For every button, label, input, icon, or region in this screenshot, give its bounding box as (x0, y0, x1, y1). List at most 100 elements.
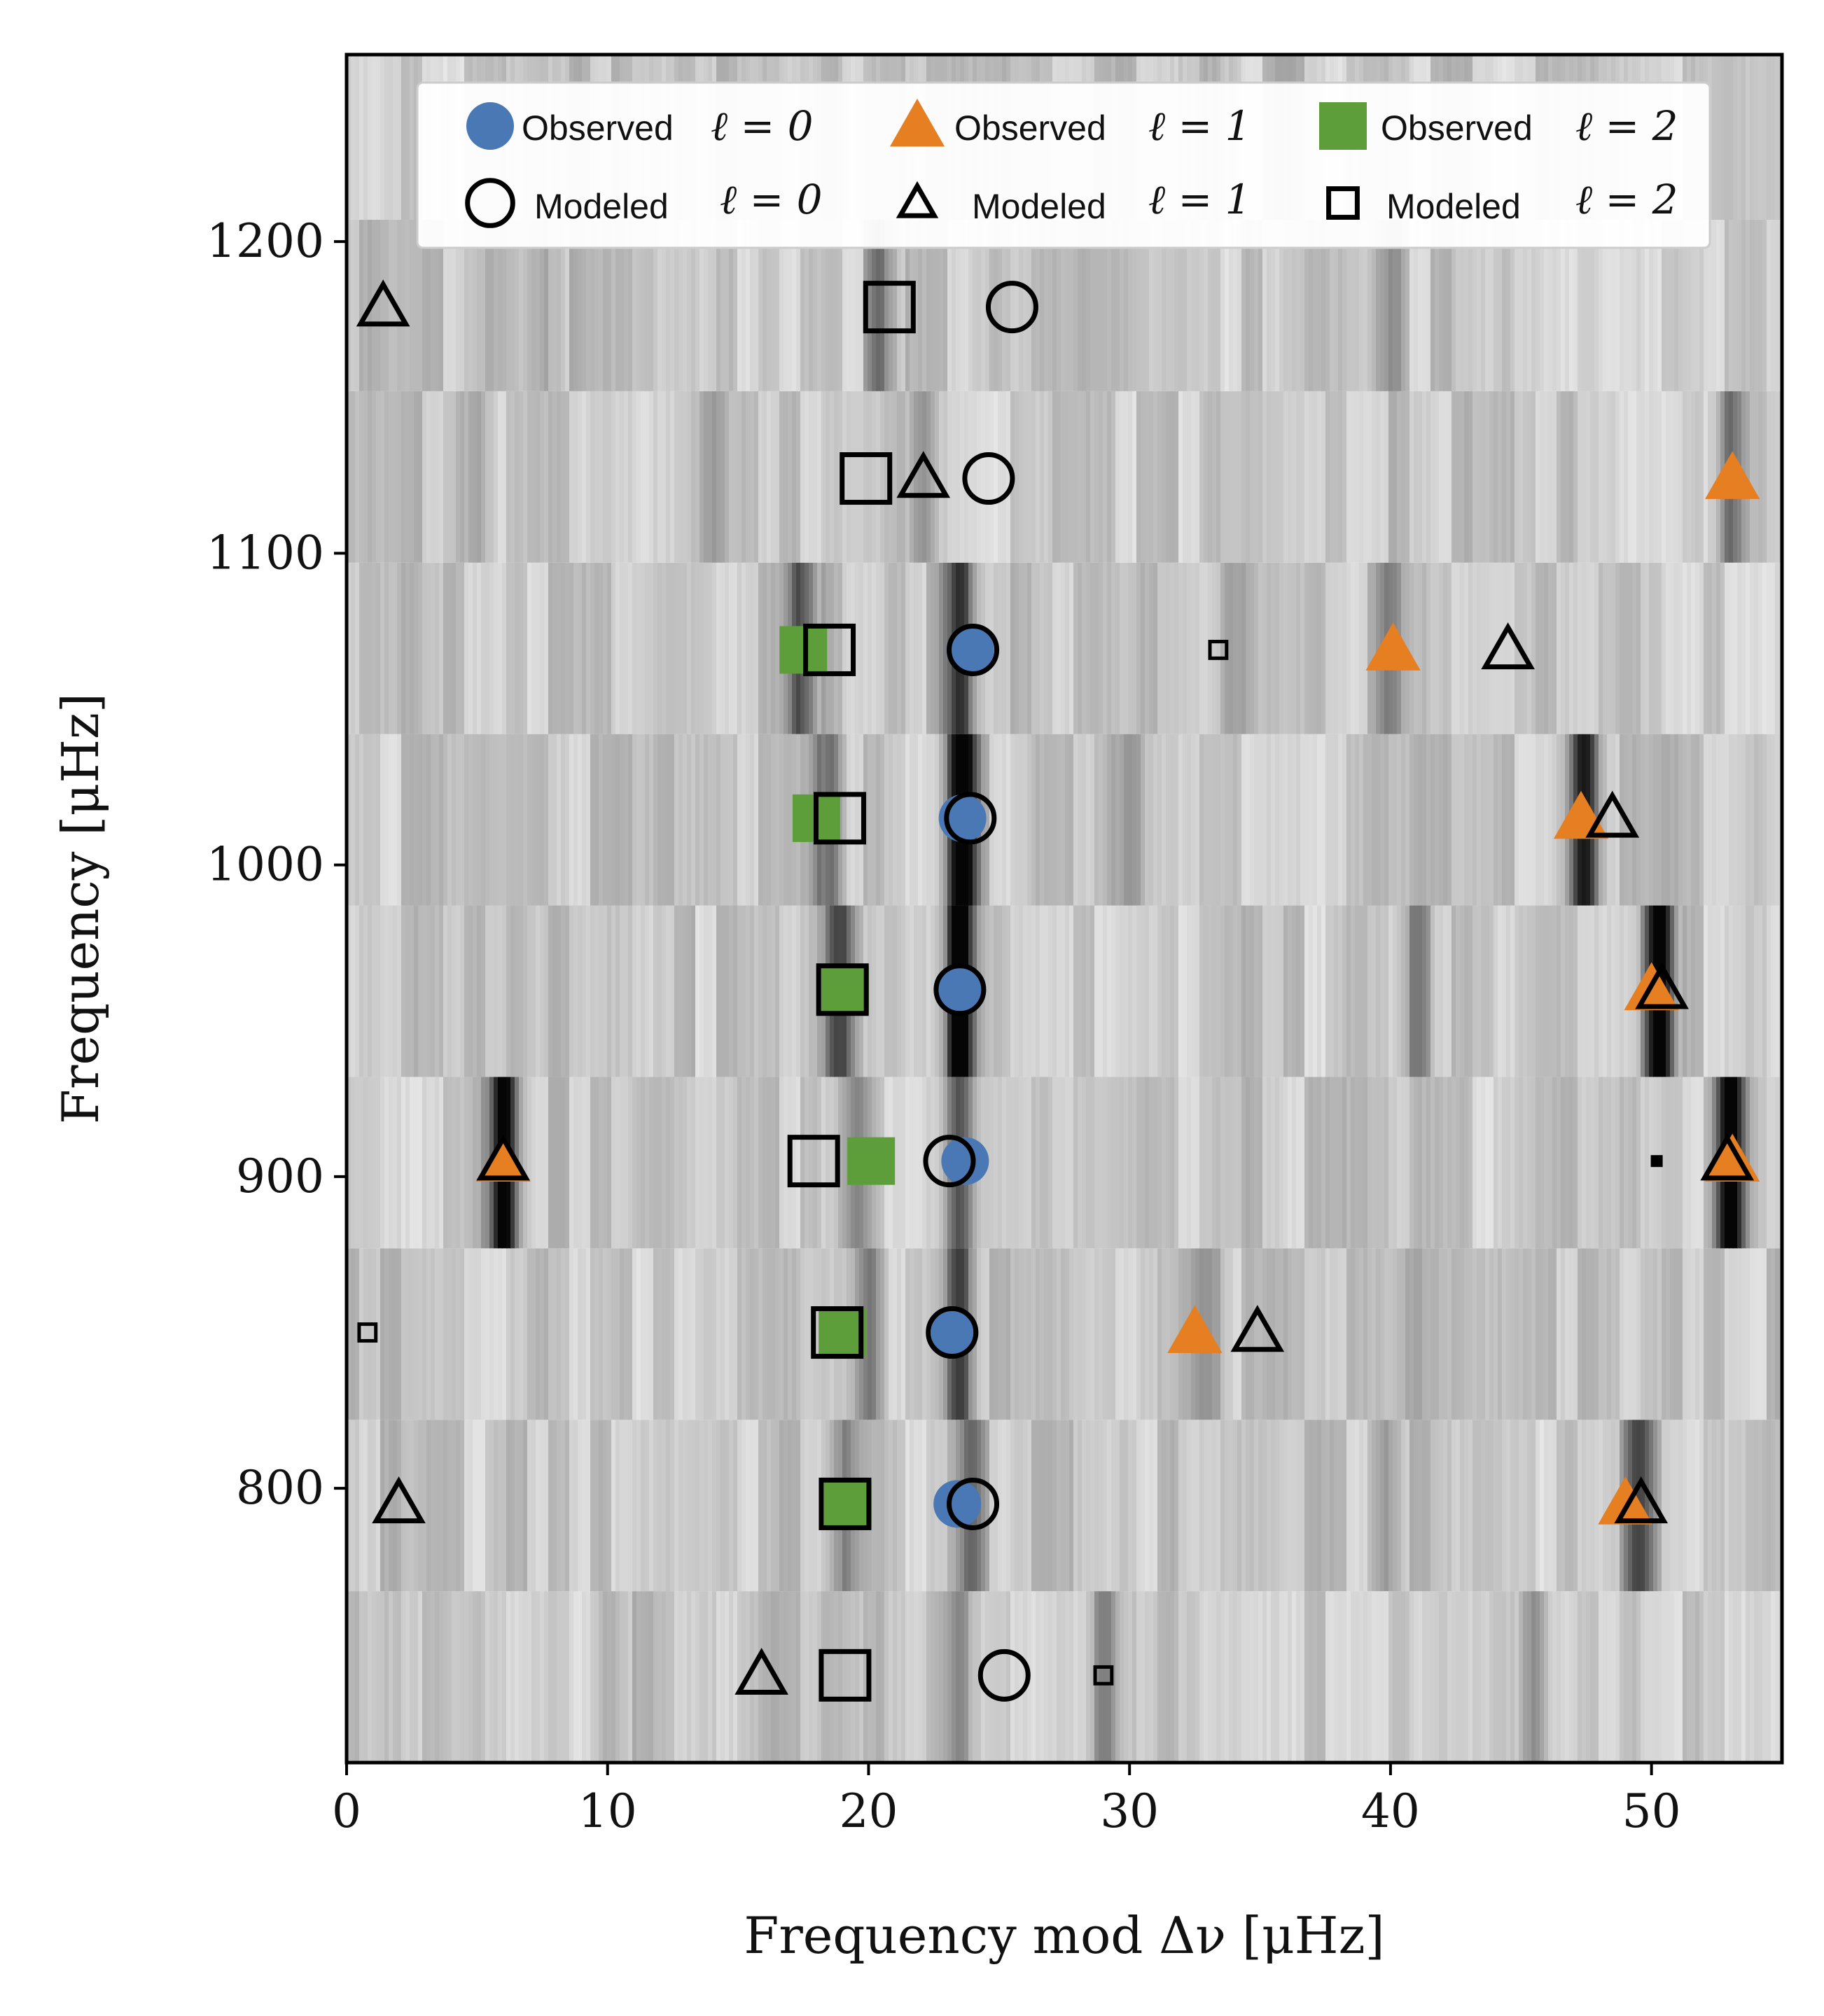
echelle-strip (653, 1248, 658, 1420)
echelle-strip (1103, 1077, 1108, 1249)
echelle-strip (1254, 562, 1259, 734)
echelle-strip (1657, 1420, 1662, 1592)
echelle-strip (1451, 562, 1456, 734)
data-point-open-triangle (356, 279, 410, 327)
echelle-strip (977, 391, 982, 563)
echelle-strip (1494, 734, 1498, 906)
echelle-strip (897, 391, 902, 563)
echelle-strip (1481, 391, 1486, 563)
echelle-strip (1691, 1077, 1696, 1249)
echelle-strip (1384, 219, 1389, 391)
echelle-strip (1422, 1248, 1427, 1420)
echelle-strip (1275, 1248, 1280, 1420)
echelle-strip (1628, 1248, 1633, 1420)
echelle-strip (368, 905, 373, 1077)
echelle-strip (1128, 905, 1133, 1077)
data-point-filled-circle (946, 626, 994, 674)
echelle-strip (1351, 1248, 1356, 1420)
echelle-strip (351, 734, 356, 906)
echelle-strip (1758, 562, 1763, 734)
data-point-filled-triangle (475, 1133, 531, 1182)
echelle-strip (1267, 391, 1272, 563)
echelle-strip (393, 1591, 398, 1763)
echelle-strip (1212, 734, 1217, 906)
echelle-strip (1725, 734, 1729, 906)
echelle-strip (842, 391, 847, 563)
echelle-strip (1666, 1077, 1671, 1249)
echelle-strip (720, 1420, 725, 1592)
echelle-strip (523, 219, 528, 391)
echelle-strip (599, 1077, 604, 1249)
echelle-strip (1061, 1591, 1066, 1763)
echelle-strip (1132, 562, 1137, 734)
echelle-strip (729, 562, 734, 734)
echelle-strip (401, 1420, 406, 1592)
echelle-strip (1485, 562, 1490, 734)
echelle-strip (1300, 1248, 1305, 1420)
echelle-strip (1397, 1591, 1402, 1763)
echelle-strip (401, 1077, 406, 1249)
echelle-strip (1313, 1420, 1318, 1592)
echelle-strip (1460, 1248, 1465, 1420)
echelle-strip (464, 1591, 469, 1763)
echelle-strip (1237, 734, 1242, 906)
echelle-strip (1531, 562, 1536, 734)
echelle-strip (1439, 905, 1444, 1077)
echelle-strip (1552, 391, 1557, 563)
echelle-strip (489, 734, 494, 906)
echelle-strip (502, 734, 507, 906)
echelle-strip (1124, 1420, 1129, 1592)
data-point-open-circle (947, 623, 1000, 676)
echelle-strip (1733, 219, 1738, 391)
echelle-strip (1178, 734, 1183, 906)
echelle-background (347, 55, 1782, 1763)
echelle-strip (1611, 391, 1616, 563)
echelle-strip (985, 905, 990, 1077)
echelle-strip (792, 1248, 797, 1420)
echelle-strip (1704, 1591, 1708, 1763)
echelle-strip (1363, 562, 1368, 734)
echelle-strip (1506, 219, 1511, 391)
echelle-strip (653, 562, 658, 734)
echelle-strip (1283, 562, 1288, 734)
echelle-strip (800, 219, 805, 391)
echelle-strip (1683, 1077, 1687, 1249)
echelle-strip (1355, 562, 1360, 734)
echelle-strip (1489, 1077, 1494, 1249)
echelle-strip (641, 1420, 646, 1592)
echelle-strip (1695, 1077, 1700, 1249)
echelle-strip (1170, 219, 1175, 391)
echelle-strip (1506, 1591, 1511, 1763)
echelle-strip (1073, 734, 1078, 906)
echelle-strip (1145, 562, 1150, 734)
echelle-strip (1582, 1591, 1587, 1763)
echelle-strip (737, 1420, 742, 1592)
x-tick-label: 0 (332, 1784, 361, 1838)
echelle-strip (1494, 1420, 1498, 1592)
echelle-strip (372, 219, 377, 391)
echelle-strip (1506, 905, 1511, 1077)
echelle-strip (872, 905, 877, 1077)
echelle-strip (519, 391, 524, 563)
echelle-strip (1031, 905, 1036, 1077)
echelle-strip (1771, 1591, 1776, 1763)
echelle-strip (439, 1420, 444, 1592)
echelle-strip (1691, 1248, 1696, 1420)
echelle-strip (1082, 905, 1087, 1077)
echelle-strip (1199, 391, 1204, 563)
echelle-strip (1561, 905, 1566, 1077)
echelle-strip (1657, 562, 1662, 734)
data-point-filled-square (847, 1137, 896, 1185)
echelle-strip (708, 734, 713, 906)
echelle-strip (1473, 734, 1477, 906)
marker-layer (356, 279, 1760, 1702)
echelle-strip (1372, 1420, 1377, 1592)
echelle-strip (691, 1420, 696, 1592)
echelle-strip (1052, 905, 1057, 1077)
echelle-strip (1204, 905, 1209, 1077)
echelle-strip (1388, 391, 1393, 563)
echelle-strip (1401, 219, 1406, 391)
echelle-strip (632, 1248, 637, 1420)
echelle-strip (1603, 1420, 1608, 1592)
echelle-strip (536, 1077, 541, 1249)
